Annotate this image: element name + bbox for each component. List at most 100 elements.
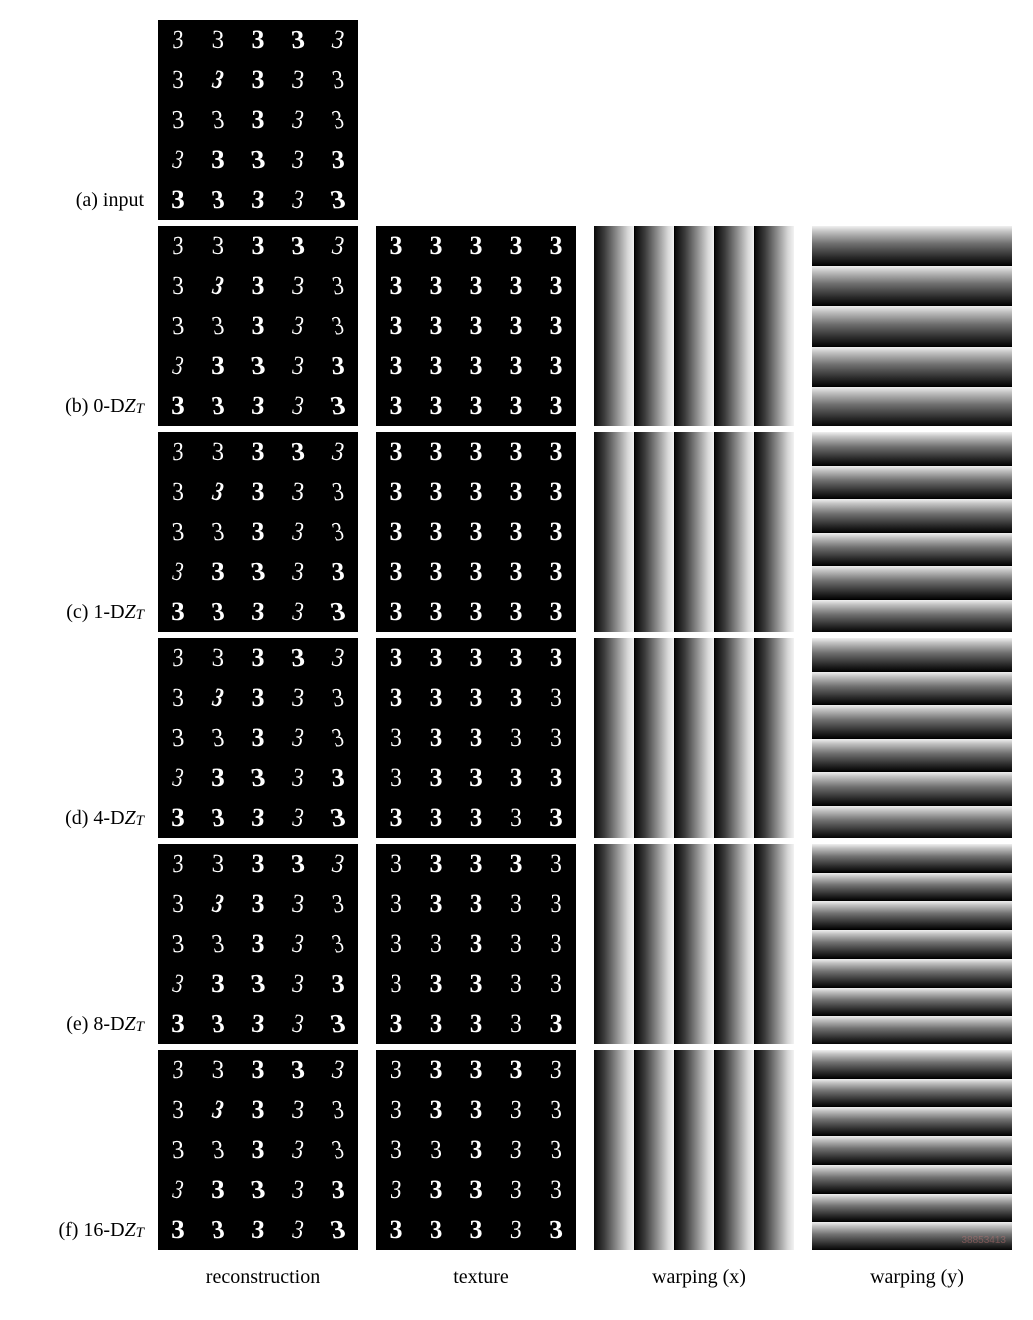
digit-cell: 3 (160, 59, 197, 100)
warpx-strip (754, 638, 794, 838)
warpy-band (812, 1015, 1012, 1044)
warpy-band (812, 929, 1012, 958)
column-caption-1: texture (376, 1256, 586, 1289)
warpx-strip (714, 844, 754, 1044)
figure-grid: (a) input3333333333333333333333333(b) 0-… (10, 20, 1023, 1289)
warpx-strip (754, 226, 794, 426)
warpy-band (812, 638, 1012, 671)
digit-cell: 3 (457, 718, 495, 758)
digit-cell: 3 (277, 550, 320, 594)
digit-cell: 3 (196, 590, 240, 633)
digit-cell: 3 (276, 58, 320, 101)
digit-cell: 3 (496, 1130, 535, 1170)
digit-cell: 3 (376, 266, 416, 306)
digit-cell: 3 (236, 179, 279, 221)
digit-cell: 3 (538, 844, 574, 884)
warping-x-panel-1d (594, 432, 794, 632)
digit-cell: 3 (378, 758, 414, 798)
digit-cell: 3 (416, 472, 456, 512)
warpy-band (812, 226, 1012, 265)
digit-cell: 3 (378, 718, 414, 758)
digit-cell: 3 (456, 638, 496, 678)
digit-cell: 3 (317, 715, 359, 761)
digit-cell: 3 (157, 1004, 199, 1044)
digit-cell: 3 (496, 552, 536, 592)
digit-cell: 3 (157, 1210, 199, 1250)
digit-cell: 3 (236, 1209, 279, 1251)
warpx-strip (674, 1050, 714, 1250)
recon-panel-4d: 3333333333333333333333333 (158, 638, 358, 838)
digit-cell: 3 (157, 717, 198, 759)
digit-cell: 3 (312, 1208, 364, 1252)
warpx-strip (634, 844, 674, 1044)
warpx-strip (594, 226, 634, 426)
digit-cell: 3 (197, 346, 239, 386)
digit-cell: 3 (416, 512, 456, 552)
row-label-16d: (f) 16-D ZT (10, 1050, 150, 1250)
digit-cell: 3 (196, 1128, 239, 1171)
digit-cell: 3 (456, 844, 496, 884)
digit-cell: 3 (198, 430, 237, 474)
warpx-strip (634, 432, 674, 632)
digit-cell: 3 (157, 798, 199, 838)
digit-cell: 3 (198, 18, 237, 62)
digit-cell: 3 (317, 1127, 359, 1173)
digit-cell: 3 (233, 139, 282, 182)
digit-cell: 3 (238, 1090, 278, 1130)
digit-cell: 3 (238, 472, 278, 512)
digit-cell: 3 (236, 385, 279, 427)
digit-cell: 3 (496, 346, 536, 386)
digit-cell: 3 (377, 678, 415, 718)
digit-cell: 3 (196, 510, 239, 553)
row-label-1d: (c) 1-D ZT (10, 432, 150, 632)
digit-cell: 3 (317, 921, 359, 967)
digit-cell: 3 (197, 552, 239, 592)
digit-cell: 3 (277, 1168, 320, 1212)
warpx-strip (754, 432, 794, 632)
digit-cell: 3 (318, 58, 359, 102)
warpx-strip (594, 1050, 634, 1250)
warpx-strip (714, 1050, 754, 1250)
digit-cell: 3 (233, 551, 282, 594)
digit-cell: 3 (535, 798, 577, 838)
digit-cell: 3 (318, 470, 359, 514)
warpy-band (812, 704, 1012, 738)
digit-cell: 3 (238, 678, 278, 718)
digit-cell: 3 (378, 924, 414, 964)
digit-cell: 3 (457, 798, 495, 838)
digit-cell: 3 (376, 1004, 416, 1044)
digit-cell: 3 (277, 922, 320, 967)
warpy-band (812, 599, 1012, 633)
digit-cell: 3 (157, 305, 198, 347)
digit-cell: 3 (457, 924, 495, 964)
digit-cell: 3 (456, 1210, 496, 1250)
digit-cell: 3 (457, 1004, 495, 1044)
warpx-strip (634, 1050, 674, 1250)
warpy-band (812, 671, 1012, 705)
digit-cell: 3 (456, 472, 496, 512)
digit-cell: 3 (233, 1169, 282, 1212)
digit-cell: 3 (376, 432, 416, 472)
warping-y-panel-0d (812, 226, 1012, 426)
digit-cell: 3 (277, 1128, 320, 1173)
warpy-band (812, 1078, 1012, 1107)
digit-cell: 3 (538, 678, 574, 718)
warpy-band (812, 386, 1012, 426)
texture-panel-8d: 3333333333333333333333333 (376, 844, 576, 1044)
digit-cell: 3 (418, 924, 454, 964)
digit-cell: 3 (456, 226, 496, 266)
digit-cell: 3 (376, 226, 416, 266)
row-label-0d: (b) 0-D ZT (10, 226, 150, 426)
digit-cell: 3 (496, 432, 536, 472)
warpy-band (812, 346, 1012, 386)
row-label-8d: (e) 8-D ZT (10, 844, 150, 1044)
digit-cell: 3 (233, 345, 282, 388)
digit-cell: 3 (317, 345, 360, 386)
texture-panel-0d: 3333333333333333333333333 (376, 226, 576, 426)
warpy-band (812, 1221, 1012, 1250)
digit-cell: 3 (160, 883, 197, 924)
warpy-band (812, 771, 1012, 805)
digit-cell: 3 (276, 882, 320, 925)
digit-cell: 3 (457, 1130, 495, 1170)
digit-cell: 3 (312, 590, 364, 634)
